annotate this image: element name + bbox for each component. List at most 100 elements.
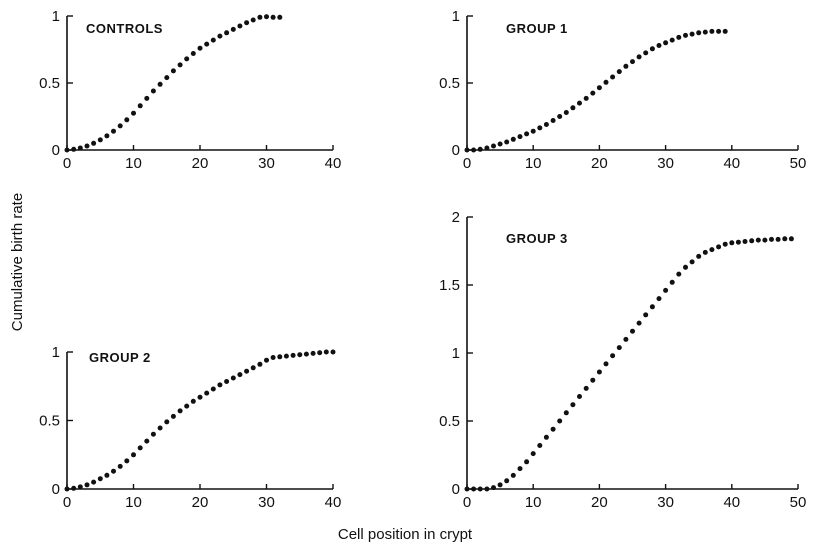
data-point xyxy=(197,45,203,51)
data-point xyxy=(649,46,655,52)
data-point xyxy=(729,240,735,246)
data-point xyxy=(616,345,622,351)
x-tick-label: 50 xyxy=(790,155,807,172)
y-tick-label: 1 xyxy=(52,8,60,25)
data-point xyxy=(71,485,77,491)
data-point xyxy=(610,353,616,359)
data-point xyxy=(550,426,556,432)
data-point xyxy=(630,328,635,334)
data-point xyxy=(663,40,669,46)
data-point xyxy=(689,31,695,37)
data-point xyxy=(317,350,323,356)
data-point xyxy=(663,287,669,293)
data-point xyxy=(150,431,156,437)
data-point xyxy=(583,385,589,391)
data-point xyxy=(563,410,569,416)
data-point xyxy=(702,29,708,35)
y-tick-label: 0 xyxy=(52,481,60,498)
data-point xyxy=(603,79,609,85)
data-point xyxy=(603,361,609,367)
panel-2: 0 10 20 30 40 50 0 0.5 1 GROUP 1 xyxy=(439,8,806,172)
data-point xyxy=(111,468,116,474)
data-point xyxy=(491,143,496,149)
y-tick-label: 0.5 xyxy=(39,75,60,92)
data-point xyxy=(190,398,196,404)
data-point xyxy=(735,239,741,245)
data-point xyxy=(590,90,596,96)
data-point xyxy=(716,244,722,250)
data-point xyxy=(184,56,190,62)
data-point xyxy=(689,259,695,265)
x-tick-label: 20 xyxy=(192,155,209,172)
y-tick-label: 0.5 xyxy=(39,413,60,430)
x-tick-label: 20 xyxy=(591,155,608,172)
data-point xyxy=(217,33,223,39)
x-tick-label: 40 xyxy=(325,155,342,172)
data-point xyxy=(264,14,269,20)
x-tick-label: 30 xyxy=(657,155,674,172)
data-point xyxy=(244,368,250,374)
data-point xyxy=(676,271,682,277)
data-point xyxy=(623,336,629,342)
panel-title: CONTROLS xyxy=(86,21,163,36)
data-point xyxy=(237,23,243,29)
data-point xyxy=(709,247,715,253)
data-point xyxy=(84,143,90,149)
data-point xyxy=(504,139,510,145)
data-point xyxy=(164,419,170,425)
data-point xyxy=(464,486,470,492)
data-point xyxy=(471,147,477,153)
x-tick-label: 10 xyxy=(125,155,142,172)
data-point xyxy=(137,103,143,109)
data-point xyxy=(590,377,596,383)
y-tick-label: 0 xyxy=(452,481,460,498)
data-point xyxy=(636,54,642,60)
y-tick-label: 0 xyxy=(452,142,460,159)
data-point xyxy=(683,264,688,270)
data-point xyxy=(190,51,196,56)
y-axis-title: Cumulative birth rate xyxy=(9,193,26,331)
data-point xyxy=(117,123,123,129)
data-point xyxy=(137,445,143,451)
data-point xyxy=(669,37,675,43)
x-axis-title: Cell position in crypt xyxy=(338,526,473,543)
data-point xyxy=(144,95,150,101)
data-point xyxy=(517,134,523,140)
panel-title: GROUP 3 xyxy=(506,231,568,246)
x-tick-label: 0 xyxy=(63,155,71,172)
data-point xyxy=(204,390,210,396)
x-tick-label: 20 xyxy=(591,494,608,511)
data-point xyxy=(77,484,83,490)
data-point xyxy=(762,237,768,243)
data-point xyxy=(64,147,70,153)
data-point xyxy=(250,17,256,23)
y-tick-label: 0.5 xyxy=(439,75,460,92)
data-point xyxy=(303,351,309,357)
data-point xyxy=(224,379,230,384)
data-point xyxy=(471,486,477,492)
data-point xyxy=(104,133,110,139)
data-point xyxy=(788,236,794,242)
data-point xyxy=(224,30,230,36)
data-point xyxy=(230,26,236,32)
data-point xyxy=(237,372,243,378)
data-point xyxy=(323,349,329,355)
data-point xyxy=(557,114,563,119)
data-point xyxy=(497,141,503,147)
data-point xyxy=(636,320,642,326)
data-point xyxy=(277,354,283,360)
data-point xyxy=(157,81,163,87)
data-point xyxy=(204,41,210,47)
panel-1: 0 10 20 30 40 0 0.5 1 CONTROLS xyxy=(39,8,341,172)
data-point xyxy=(709,28,715,34)
data-point xyxy=(510,472,516,478)
data-point xyxy=(543,122,549,127)
data-point xyxy=(264,357,269,363)
y-tick-label: 2 xyxy=(452,209,460,226)
data-point xyxy=(577,100,582,106)
data-point xyxy=(716,28,722,34)
data-point xyxy=(164,75,170,81)
data-point xyxy=(643,50,649,56)
